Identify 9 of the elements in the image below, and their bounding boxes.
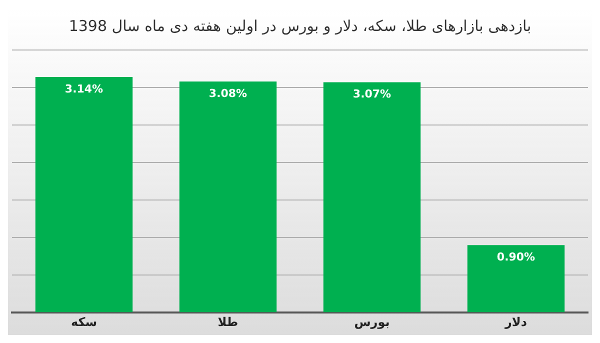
x-tick-label: بورس bbox=[354, 314, 390, 329]
chart-title: بازدهی بازارهای طلا، سکه، دلار و بورس در اولین هفته دی ماه سال 1398 bbox=[68, 16, 532, 35]
data-label: 0.90% bbox=[496, 250, 536, 264]
data-label: 3.14% bbox=[64, 82, 104, 96]
x-tick-label: دلار bbox=[504, 314, 528, 329]
data-label: 3.07% bbox=[352, 88, 392, 101]
x-tick-label: طلا bbox=[218, 314, 238, 329]
data-label: 3.08% bbox=[208, 86, 248, 100]
x-tick-label: سکه bbox=[70, 314, 98, 329]
